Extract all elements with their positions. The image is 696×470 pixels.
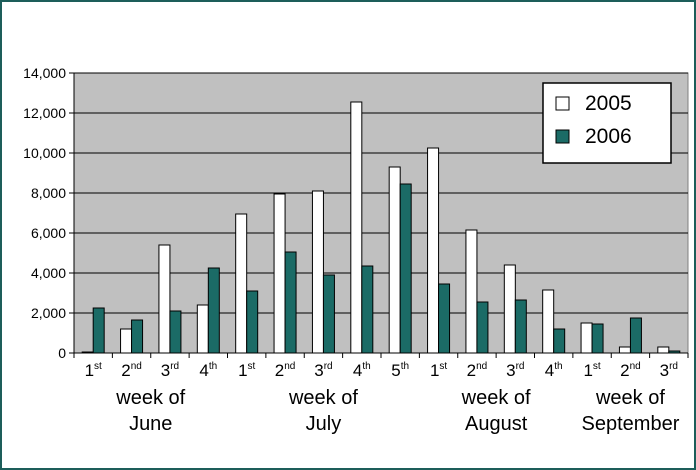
bar-2005-8	[388, 166, 401, 354]
group-label-line1: week of	[288, 387, 358, 409]
x-tick-label: 4th	[199, 361, 217, 380]
bar-2005-0	[81, 351, 94, 354]
x-tick-label: 2nd	[121, 361, 142, 380]
group-label-line1: week of	[115, 387, 185, 409]
x-tick-label: 4th	[353, 361, 371, 380]
bar-2006-10	[476, 301, 489, 354]
group-label-month: September	[582, 413, 680, 435]
bar-2005-15	[657, 346, 670, 354]
x-tick-label: 4th	[545, 361, 563, 380]
x-tick-label: 2nd	[275, 361, 296, 380]
bar-2006-15	[668, 350, 681, 354]
bar-2005-13	[580, 322, 593, 354]
bar-2005-12	[542, 289, 555, 354]
legend-swatch-2005	[555, 96, 570, 111]
x-tick-label: 3rd	[660, 361, 678, 380]
bar-2005-11	[503, 264, 516, 354]
x-tick-label: 5th	[391, 361, 409, 380]
y-tick-label: 2,000	[31, 305, 66, 321]
bar-2005-3	[196, 304, 209, 354]
x-tick-label: 1st	[583, 361, 600, 380]
bar-2006-13	[591, 323, 604, 354]
bar-2005-4	[235, 213, 248, 354]
bar-2006-11	[514, 299, 527, 354]
x-tick-label: 1st	[85, 361, 102, 380]
bar-2006-4	[246, 290, 259, 354]
x-tick-label: 3rd	[506, 361, 524, 380]
y-tick-label: 4,000	[31, 265, 66, 281]
bar-2006-9	[438, 283, 451, 354]
bar-2006-3	[207, 267, 220, 354]
legend-swatch-2006	[555, 129, 570, 144]
bar-2005-7	[350, 101, 363, 354]
x-tick-label: 3rd	[161, 361, 179, 380]
x-tick-label: 2nd	[620, 361, 641, 380]
y-tick-label: 10,000	[23, 145, 66, 161]
y-tick-label: 12,000	[23, 105, 66, 121]
bar-2005-2	[158, 244, 171, 354]
bar-2006-14	[629, 317, 642, 354]
bar-2006-5	[284, 251, 297, 354]
legend-label-2006: 2006	[585, 125, 632, 148]
legend-label-2005: 2005	[585, 92, 632, 115]
bar-2005-5	[273, 193, 286, 354]
group-label-month: July	[306, 413, 342, 435]
x-tick-label: 1st	[238, 361, 255, 380]
bar-2005-1	[120, 328, 133, 354]
bar-2006-6	[322, 274, 335, 354]
y-tick-label: 6,000	[31, 225, 66, 241]
bar-2006-7	[361, 265, 374, 354]
group-label-month: June	[129, 413, 172, 435]
bar-2006-8	[399, 183, 412, 354]
group-label-month: August	[465, 413, 528, 435]
x-tick-label: 2nd	[467, 361, 488, 380]
bar-2006-12	[553, 328, 566, 354]
bar-2005-10	[465, 229, 478, 354]
y-tick-label: 14,000	[23, 65, 66, 81]
x-tick-label: 3rd	[314, 361, 332, 380]
bar-2005-9	[427, 147, 440, 354]
y-tick-label: 0	[58, 345, 66, 361]
bar-2005-14	[618, 346, 631, 354]
bar-2006-0	[92, 307, 105, 354]
legend	[542, 82, 672, 164]
group-label-line1: week of	[595, 387, 665, 409]
bar-2006-1	[131, 319, 144, 354]
y-tick-label: 8,000	[31, 185, 66, 201]
x-tick-label: 1st	[430, 361, 447, 380]
bar-2005-6	[311, 190, 324, 354]
group-label-line1: week of	[461, 387, 531, 409]
bar-2006-2	[169, 310, 182, 354]
